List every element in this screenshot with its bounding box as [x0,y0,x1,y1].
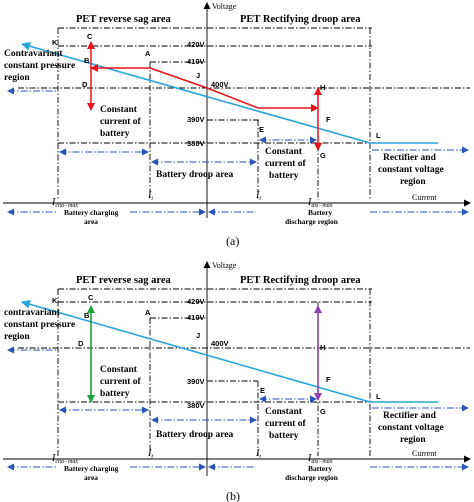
region-cc-left-1: Constant [100,365,138,375]
header-rectifying-droop: PET Rectifying droop area [240,14,361,25]
point-j: J [196,71,200,80]
region-cc-left-2: current of [100,117,142,127]
point-c: C [88,293,94,302]
point-b: B [84,56,90,65]
region-contravariant-3: region [4,73,30,83]
area-discharge-2: discharge region [285,217,339,226]
point-b: B [84,311,90,320]
point-h: H [320,343,325,352]
panel-b: Voltage Current PET reverse sag area PET… [3,261,471,502]
label-it-left: It [147,190,153,202]
region-battery-droop: Battery droop area [156,170,233,180]
red-slope-right [206,87,259,109]
region-cc-right-1: Constant [265,407,303,417]
point-g: G [320,407,326,416]
current-axis-label: Current [412,193,437,202]
label-idismax: Idis−max [307,453,333,465]
point-a: A [145,49,151,58]
voltage-axis-label: Voltage [212,2,237,11]
point-f: F [326,375,331,384]
region-battery-droop: Battery droop area [156,430,233,440]
v410-label: 410V [187,313,205,322]
point-c: C [87,32,93,41]
region-rectifier-2: constant voltage [378,423,444,433]
droop-line [21,299,371,403]
region-rectifier-2: constant voltage [378,165,444,175]
area-charging-1: Battery charging [64,208,119,217]
point-d: D [82,80,88,89]
region-contravariant-2: constant pressure [4,61,75,71]
v410-label: 410V [187,57,205,66]
voltage-axis-label: Voltage [212,261,237,270]
region-cc-right-3: battery [269,171,299,181]
region-rectifier-1: Rectifier and [383,153,437,163]
area-charging-2: area [84,217,98,226]
label-it-right: It [255,190,261,202]
droop-line [21,41,371,144]
label-it-right: It [255,448,261,460]
v420-label: 420V [187,297,205,306]
header-rectifying-droop: PET Rectifying droop area [240,275,361,286]
point-k: K [52,296,58,305]
region-rectifier-3: region [400,435,426,445]
region-contravariant-1: Contravariant [4,49,63,59]
region-cc-left-2: current of [100,377,142,387]
point-h: H [320,83,325,92]
red-slope-left [149,67,208,89]
label-ichamax: Icha−max [51,197,78,209]
label-ichamax: Icha−max [51,453,78,465]
point-l: L [376,392,381,401]
panel-a: Voltage Current PET reverse sag area PET… [3,2,471,248]
caption-a: (a) [226,234,239,248]
point-f: F [326,115,331,124]
point-j: J [196,331,200,340]
header-reverse-sag: PET reverse sag area [76,14,172,25]
v400-label: 400V [211,80,229,89]
v390-label: 390V [187,377,205,386]
v390-label: 390V [187,115,205,124]
region-rectifier-3: region [400,177,426,187]
label-idismax: Idis−max [307,197,333,209]
region-cc-left-3: battery [100,129,130,139]
region-cc-right-3: battery [269,431,299,441]
point-e: E [259,125,264,134]
area-discharge-1: Battery [308,208,332,217]
region-rectifier-1: Rectifier and [383,411,437,421]
point-l: L [376,131,381,140]
point-k: K [52,38,58,47]
area-discharge-1: Battery [308,464,332,473]
v420-label: 420V [187,40,205,49]
region-contravariant-2: constant pressure [4,320,75,330]
region-contravariant-1: contravariant [4,308,61,318]
area-charging-2: area [84,473,98,482]
area-charging-1: Battery charging [64,464,119,473]
caption-b: (b) [226,489,240,502]
point-a: A [145,308,151,317]
region-cc-left-3: battery [100,389,130,399]
point-d: D [78,339,84,348]
current-axis-label: Current [412,449,437,458]
area-discharge-2: discharge region [285,473,339,482]
header-reverse-sag: PET reverse sag area [76,275,172,286]
v380-label: 380V [187,139,205,148]
region-cc-right-2: current of [265,159,307,169]
region-cc-left-1: Constant [100,105,138,115]
v380-label: 380V [187,401,205,410]
region-cc-right-1: Constant [265,147,303,157]
point-g: G [320,151,326,160]
label-it-left: It [147,448,153,460]
region-cc-right-2: current of [265,419,307,429]
point-e: E [260,386,265,395]
region-contravariant-3: region [4,332,30,342]
v400-label: 400V [211,339,229,348]
